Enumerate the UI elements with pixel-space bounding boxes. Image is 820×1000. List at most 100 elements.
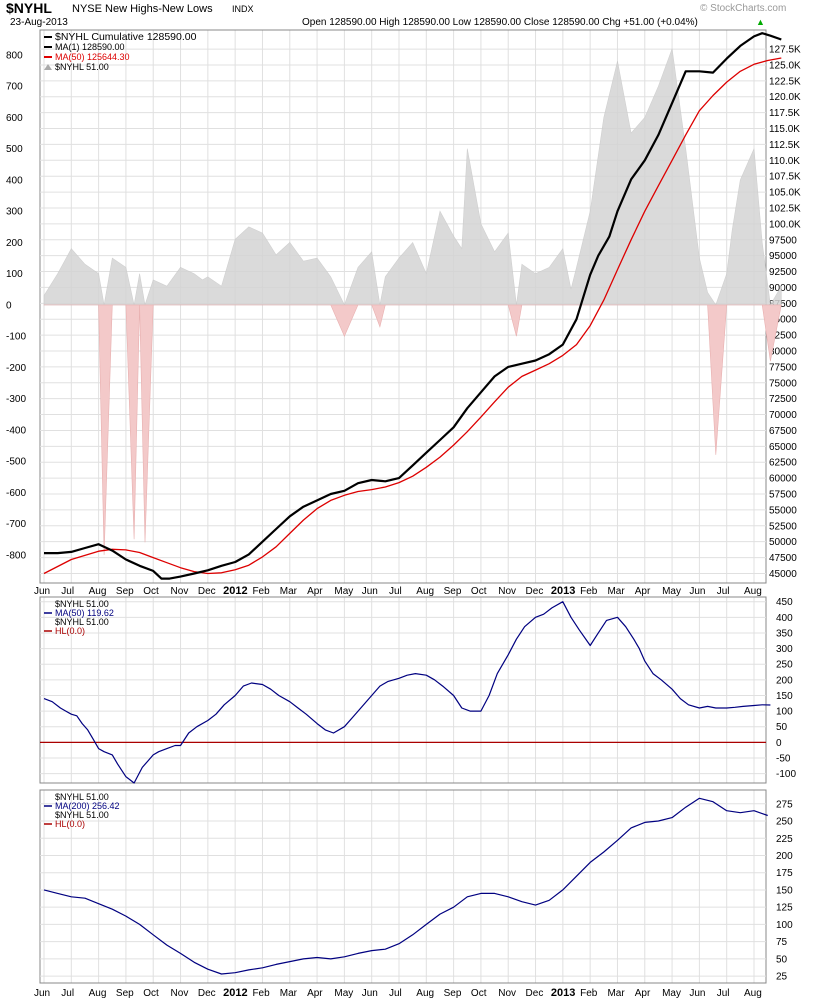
panel-frame-2 [39,596,767,784]
x-tick-label: Oct [471,988,487,999]
right-tick-label: 47500 [769,553,797,564]
cumulative-line [44,32,782,580]
left-tick-label: 100 [6,269,23,280]
right-tick-label: 82500 [769,331,797,342]
right-tick-label: 112.5K [769,140,800,151]
left-tick-label: 200 [6,238,23,249]
x-tick-label: Jun [34,988,50,999]
ma200-panel-tick-label: 125 [776,903,793,914]
x-tick-label: Dec [526,586,544,597]
x-tick-label: May [334,988,353,999]
left-tick-label: -300 [6,394,26,405]
x-tick-label: Jul [389,586,402,597]
x-tick-label: Jul [717,586,730,597]
x-tick-label: Dec [526,988,544,999]
x-tick-label: Jun [689,586,705,597]
legend-entry: MA(50) 119.62 [55,608,114,618]
x-tick-label: Jun [362,988,378,999]
right-tick-label: 102.5K [769,203,801,214]
left-tick-label: 800 [6,50,23,61]
left-tick-label: 500 [6,144,23,155]
right-tick-label: 90000 [769,283,797,294]
index-name: NYSE New Highs-New Lows [72,3,213,15]
x-tick-label: Oct [143,586,159,597]
right-tick-label: 70000 [769,410,797,421]
legend-entry: HL(0.0) [55,819,85,829]
x-tick-label: Mar [280,586,298,597]
ma50-panel-tick-label: 300 [776,644,793,655]
x-tick-label: May [662,586,681,597]
legend-swatch [44,64,52,70]
x-tick-label: Jun [34,586,50,597]
x-tick-label: Aug [89,988,107,999]
x-tick-label: Aug [744,988,762,999]
x-tick-label: Feb [252,586,270,597]
right-tick-label: 105.0K [769,188,801,199]
exchange-label: INDX [232,4,254,14]
ma200-panel-line [43,797,768,975]
right-tick-label: 120.0K [769,92,801,103]
ma200-panel-tick-label: 50 [776,954,788,965]
right-tick-label: 60000 [769,474,797,485]
right-tick-label: 95000 [769,251,797,262]
ma50-panel-line [43,601,771,784]
legend-entry: HL(0.0) [55,626,85,636]
ma200-panel-tick-label: 250 [776,817,793,828]
left-tick-label: -600 [6,488,26,499]
x-tick-label: Aug [416,988,434,999]
x-tick-label: May [334,586,353,597]
x-tick-label: Mar [280,988,298,999]
left-tick-label: 700 [6,82,23,93]
x-tick-label: Jun [362,586,378,597]
x-tick-label: Feb [580,586,598,597]
left-tick-label: -500 [6,457,26,468]
ma200-panel-tick-label: 150 [776,885,793,896]
x-tick-label: Feb [252,988,270,999]
x-tick-label: Jul [389,988,402,999]
x-tick-label: Nov [498,988,516,999]
x-tick-label: Jul [717,988,730,999]
x-tick-label: Jul [61,586,74,597]
x-tick-label: Sep [444,988,462,999]
right-tick-label: 87500 [769,299,797,310]
nyhl-negative-bars [43,304,782,555]
right-tick-label: 67500 [769,426,797,437]
left-tick-label: 0 [6,300,12,311]
x-tick-label: 2013 [551,987,575,999]
ma200-panel-tick-label: 25 [776,972,788,983]
legend-entry: MA(1) 128590.00 [55,42,125,52]
x-tick-label: Nov [498,586,516,597]
ma50-panel-tick-label: 400 [776,613,793,624]
ma50-panel-tick-label: 0 [776,738,782,749]
left-tick-label: 300 [6,207,23,218]
nyhl-positive-bars [43,48,782,306]
x-tick-label: Feb [580,988,598,999]
ma50-panel-tick-label: 100 [776,707,793,718]
x-tick-label: Nov [171,988,189,999]
ma50-panel-tick-label: 150 [776,691,793,702]
left-tick-label: -400 [6,425,26,436]
right-tick-label: 100.0K [769,219,801,230]
x-tick-label: Sep [116,988,134,999]
legend-entry: MA(200) 256.42 [55,801,120,811]
ma200-panel-tick-label: 175 [776,868,793,879]
left-tick-label: -200 [6,363,26,374]
x-tick-label: 2013 [551,585,575,597]
up-arrow-icon: ▲ [756,17,765,27]
x-tick-label: Oct [471,586,487,597]
x-tick-label: Apr [307,586,323,597]
x-tick-label: May [662,988,681,999]
x-tick-label: Aug [89,586,107,597]
x-tick-label: Jul [61,988,74,999]
x-tick-label: Sep [116,586,134,597]
legend-entry: $NYHL 51.00 [55,792,109,802]
left-tick-label: -800 [6,550,26,561]
right-tick-label: 62500 [769,458,797,469]
x-tick-label: Apr [635,586,651,597]
right-tick-label: 125.0K [769,60,801,71]
ma200-panel-tick-label: 200 [776,851,793,862]
chart-date: 23-Aug-2013 [10,17,68,28]
right-tick-label: 77500 [769,362,797,373]
right-tick-label: 50000 [769,537,797,548]
